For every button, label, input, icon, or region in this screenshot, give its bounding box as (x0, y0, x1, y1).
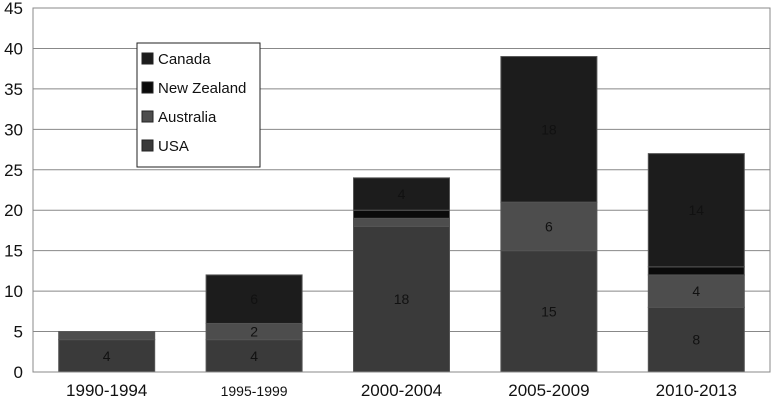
data-label: 6 (545, 218, 553, 234)
bar-segment-canada (205, 274, 303, 324)
legend-box (136, 42, 261, 168)
bar-segment-australia (500, 201, 598, 252)
y-tick-label: 25 (4, 161, 23, 180)
bars: 4 4 2 6 18 4 15 6 18 8 4 14 (58, 56, 745, 373)
data-label: 18 (394, 291, 410, 307)
data-label: 15 (541, 303, 557, 319)
plot-area-border (32, 7, 771, 373)
x-tick-label: 2005-2009 (508, 381, 589, 400)
data-label: 4 (103, 348, 111, 364)
y-tick-label: 30 (4, 120, 23, 139)
data-label: 4 (398, 186, 406, 202)
legend-swatch (141, 110, 154, 123)
y-tick-label: 45 (4, 0, 23, 18)
x-tick-label: 2010-2013 (656, 381, 737, 400)
legend: Canada New Zealand Australia USA (136, 42, 261, 168)
y-tick-label: 35 (4, 80, 23, 99)
legend-swatch (141, 52, 154, 65)
x-tick-label: 1995-1999 (221, 383, 288, 399)
bar-segment-australia (353, 217, 450, 227)
legend-label: New Zealand (158, 80, 246, 97)
data-label: 18 (541, 121, 557, 137)
legend-label: Canada (158, 51, 211, 68)
x-axis-ticks: 1990-1994 1995-1999 2000-2004 2005-2009 2010… (66, 381, 737, 400)
data-label: 14 (689, 202, 705, 218)
legend-label: USA (158, 138, 189, 155)
bar-segment-usa (647, 306, 745, 373)
y-tick-label: 5 (14, 323, 23, 342)
legend-label: Australia (158, 109, 217, 126)
x-tick-label: 2000-2004 (361, 381, 442, 400)
x-tick-label: 1990-1994 (66, 381, 147, 400)
y-tick-label: 0 (14, 363, 23, 382)
data-label: 2 (250, 324, 258, 340)
bar-segment-new-zealand (647, 266, 745, 276)
bar-segment-canada (353, 177, 450, 211)
bar-segment-usa (353, 225, 450, 373)
bar-segment-canada (647, 153, 745, 268)
y-axis-ticks: 0 5 10 15 20 25 30 35 40 45 (4, 0, 23, 382)
y-tick-label: 20 (4, 201, 23, 220)
legend-swatch (141, 139, 154, 152)
y-tick-label: 15 (4, 242, 23, 261)
data-label: 4 (692, 283, 700, 299)
data-label: 8 (692, 332, 700, 348)
data-label: 6 (250, 291, 258, 307)
legend-swatch (141, 81, 154, 94)
bar-segment-australia (58, 331, 156, 341)
bar-segment-new-zealand (353, 209, 450, 219)
data-label: 4 (250, 348, 258, 364)
y-tick-label: 40 (4, 39, 23, 58)
bar-segment-canada (500, 56, 598, 203)
y-tick-label: 10 (4, 282, 23, 301)
